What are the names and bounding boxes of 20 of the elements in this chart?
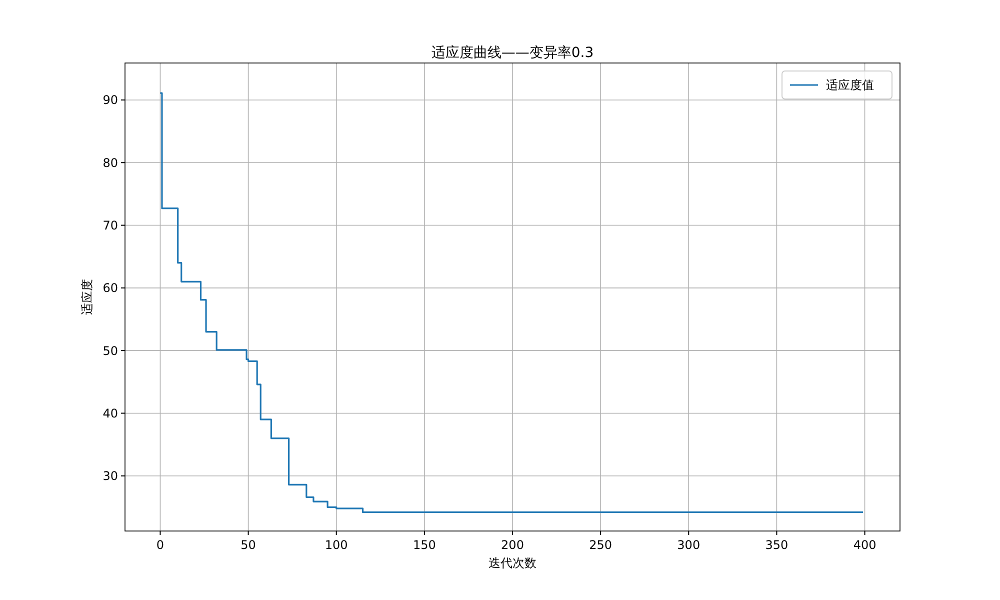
x-tick-label: 200 bbox=[501, 538, 524, 552]
x-tick-label: 0 bbox=[156, 538, 164, 552]
y-tick-label: 60 bbox=[102, 281, 118, 296]
x-axis-title: 迭代次数 bbox=[488, 556, 536, 570]
y-tick-label: 40 bbox=[102, 406, 118, 420]
y-tick-label: 70 bbox=[102, 218, 118, 232]
x-tick-label: 400 bbox=[853, 538, 876, 552]
y-axis-title: 适应度 bbox=[80, 279, 94, 315]
x-tick-label: 350 bbox=[765, 538, 788, 552]
x-tick-label: 250 bbox=[589, 538, 612, 552]
legend-label: 适应度值 bbox=[826, 78, 874, 92]
y-tick-label: 30 bbox=[102, 469, 118, 484]
x-tick-label: 150 bbox=[412, 538, 436, 552]
y-tick-label: 80 bbox=[102, 156, 118, 170]
x-tick-label: 300 bbox=[677, 538, 700, 552]
y-tick-label: 50 bbox=[102, 344, 118, 358]
x-tick-label: 50 bbox=[240, 538, 256, 552]
chart-title: 适应度曲线——变异率0.3 bbox=[431, 45, 594, 61]
x-tick-label: 100 bbox=[324, 538, 348, 552]
y-tick-label: 90 bbox=[102, 93, 118, 108]
